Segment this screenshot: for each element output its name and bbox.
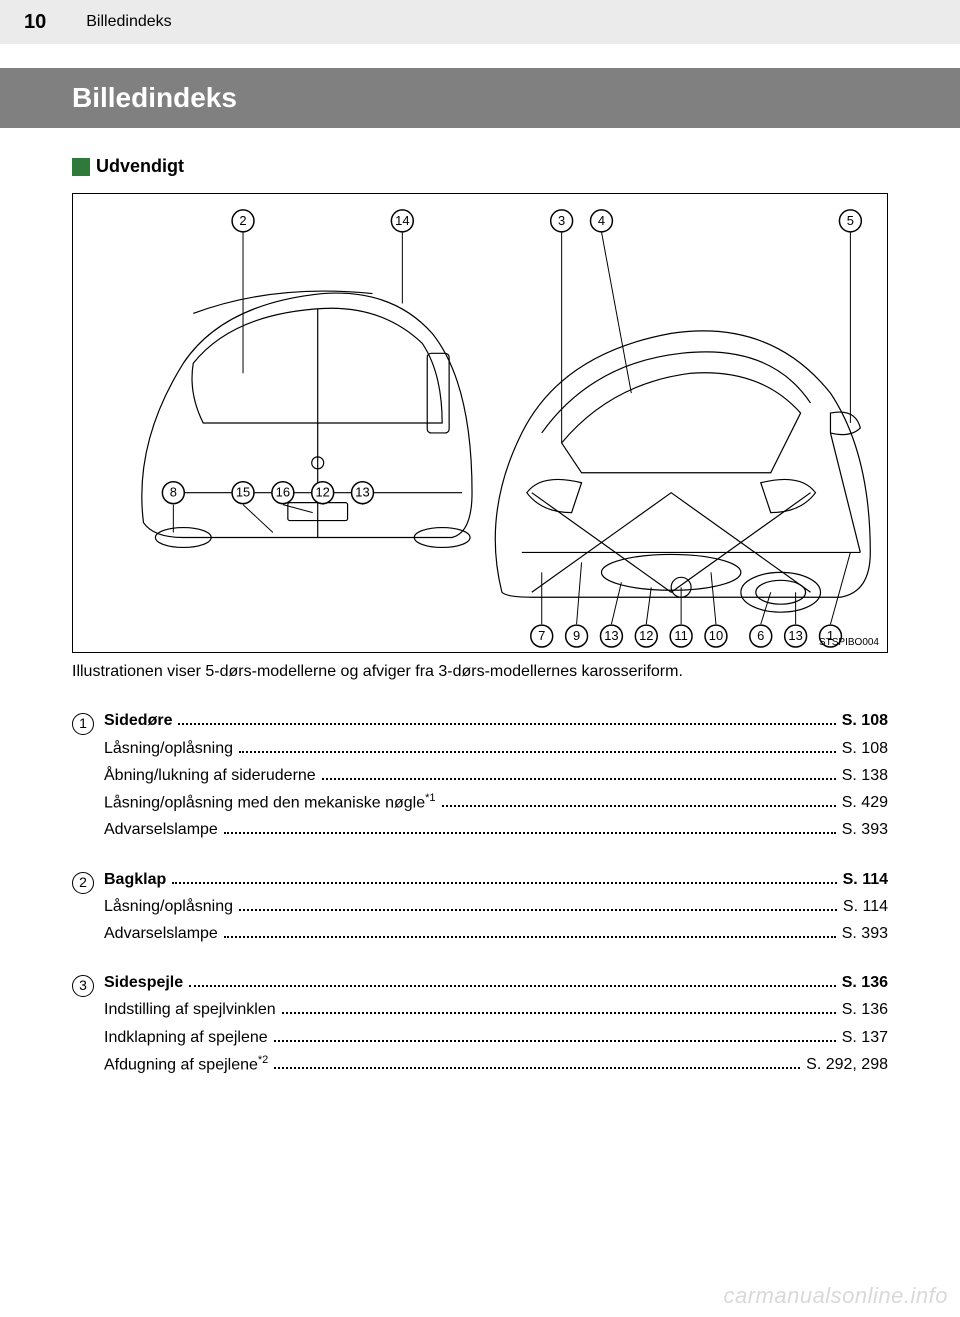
index-sub-row: Låsning/oplåsning med den mekaniske nøgl…: [72, 789, 888, 817]
index-sub-row: Indklapning af spejlene S. 137: [72, 1024, 888, 1051]
callout-number: 12: [639, 628, 653, 643]
index-sub-label: Indstilling af spejlvinklen: [104, 996, 276, 1023]
index-item: 2BagklapS. 114Låsning/oplåsningS. 114Adv…: [72, 866, 888, 948]
callout-number: 11: [674, 628, 687, 643]
callout-number: 10: [709, 628, 723, 643]
leader-dots: [239, 751, 836, 753]
page-number: 10: [24, 11, 46, 34]
page-ref: S. 136: [842, 996, 888, 1023]
index-main-row: 2 Bagklap S. 114: [72, 866, 888, 893]
callout-number: 13: [355, 485, 369, 500]
callout-number: 9: [573, 628, 580, 643]
illustration-caption: Illustrationen viser 5-dørs-modellerne o…: [72, 661, 888, 683]
content-area: Udvendigt: [0, 128, 960, 1078]
page-ref: S. 137: [842, 1024, 888, 1051]
callout-number: 16: [276, 485, 290, 500]
callout-number: 13: [788, 628, 802, 643]
callout-number: 13: [604, 628, 618, 643]
callout-number: 14: [395, 213, 409, 228]
footnote-marker: *1: [425, 792, 435, 804]
page-ref: S. 138: [842, 762, 888, 789]
leader-dots: [224, 936, 836, 938]
page-ref: S. 108: [842, 707, 888, 734]
index-item: 1SidedøreS. 108Låsning/oplåsningS. 108Åb…: [72, 707, 888, 843]
index-main-row: 3 Sidespejle S. 136: [72, 969, 888, 996]
page-ref: S. 393: [842, 920, 888, 947]
leader-dots: [172, 882, 836, 884]
accent-square-icon: [72, 158, 90, 176]
index-label: Sidedøre: [104, 707, 172, 734]
callout-number: 15: [236, 485, 250, 500]
watermark: carmanualsonline.info: [723, 1283, 948, 1309]
index-number: 2: [72, 872, 94, 894]
index-sub-label: Indklapning af spejlene: [104, 1024, 268, 1051]
index-sub-row: Indstilling af spejlvinklen S. 136: [72, 996, 888, 1023]
page-header: 10 Billedindeks: [0, 0, 960, 44]
page-ref: S. 108: [842, 735, 888, 762]
callout-number: 2: [239, 213, 246, 228]
page-ref: S. 292, 298: [806, 1051, 888, 1078]
index-sub-row: Låsning/oplåsning S. 108: [72, 735, 888, 762]
leader-dots: [274, 1067, 800, 1069]
index-label: Sidespejle: [104, 969, 183, 996]
index-sub-label: Advarselslampe: [104, 816, 218, 843]
index-sub-row: Låsning/oplåsning S. 114: [72, 893, 888, 920]
page-ref: S. 114: [843, 893, 888, 920]
index-sub-label: Låsning/oplåsning med den mekaniske nøgl…: [104, 789, 436, 817]
leader-dots: [442, 805, 836, 807]
index-number: 1: [72, 713, 94, 735]
index-number: 3: [72, 975, 94, 997]
index-label: Bagklap: [104, 866, 166, 893]
index-main-row: 1 Sidedøre S. 108: [72, 707, 888, 734]
leader-dots: [239, 909, 837, 911]
index-sub-row: Afdugning af spejlene*2 S. 292, 298: [72, 1051, 888, 1079]
leader-dots: [274, 1040, 836, 1042]
index-sub-row: Advarselslampe S. 393: [72, 920, 888, 947]
leader-dots: [322, 778, 836, 780]
index-list: 1SidedøreS. 108Låsning/oplåsningS. 108Åb…: [72, 707, 888, 1078]
illustration-code: STSPIBO004: [819, 637, 879, 648]
car-illustration: 214345 815161213 79131211106131 STSPIBO0…: [72, 193, 888, 653]
index-sub-row: Åbning/lukning af sideruderne S. 138: [72, 762, 888, 789]
page-ref: S. 136: [842, 969, 888, 996]
page-ref: S. 114: [843, 866, 888, 893]
index-sub-label: Advarselslampe: [104, 920, 218, 947]
leader-dots: [178, 723, 835, 725]
subheading-text: Udvendigt: [96, 156, 184, 177]
footnote-marker: *2: [258, 1054, 268, 1066]
callout-number: 4: [598, 213, 605, 228]
page-title: Billedindeks: [0, 68, 960, 128]
callout-number: 3: [558, 213, 565, 228]
car-diagram-svg: 214345 815161213 79131211106131: [73, 194, 887, 652]
index-sub-row: Advarselslampe S. 393: [72, 816, 888, 843]
index-item: 3SidespejleS. 136Indstilling af spejlvin…: [72, 969, 888, 1078]
leader-dots: [282, 1012, 836, 1014]
header-section: Billedindeks: [86, 13, 171, 31]
subheading: Udvendigt: [72, 156, 888, 177]
index-sub-label: Låsning/oplåsning: [104, 735, 233, 762]
index-sub-label: Åbning/lukning af sideruderne: [104, 762, 316, 789]
page-ref: S. 393: [842, 816, 888, 843]
callout-number: 7: [538, 628, 545, 643]
index-sub-label: Afdugning af spejlene*2: [104, 1051, 268, 1079]
leader-dots: [189, 985, 836, 987]
callout-number: 6: [757, 628, 764, 643]
callout-number: 8: [170, 485, 177, 500]
callout-number: 12: [315, 485, 329, 500]
callout-number: 5: [847, 213, 854, 228]
page-ref: S. 429: [842, 789, 888, 816]
index-sub-label: Låsning/oplåsning: [104, 893, 233, 920]
leader-dots: [224, 832, 836, 834]
